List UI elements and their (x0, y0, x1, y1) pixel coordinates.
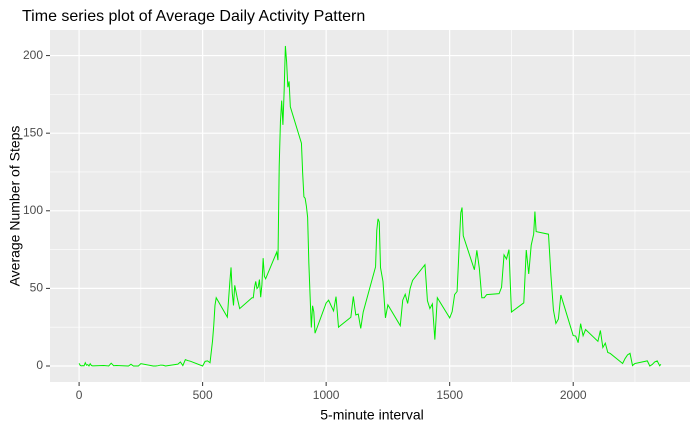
x-tick-label: 0 (76, 388, 83, 402)
x-tick-label: 2000 (560, 388, 587, 402)
y-tick-label: 100 (23, 203, 43, 217)
chart-title: Time series plot of Average Daily Activi… (22, 8, 365, 25)
data-line (78, 45, 662, 367)
x-tick-label: 1000 (313, 388, 340, 402)
plot-panel (50, 30, 690, 382)
x-tick-label: 500 (193, 388, 213, 402)
x-axis-title: 5-minute interval (320, 407, 424, 423)
y-tick-label: 0 (36, 358, 43, 372)
y-tick-label: 50 (30, 281, 44, 295)
x-tick-label: 1500 (436, 388, 463, 402)
y-tick-label: 150 (23, 125, 43, 139)
y-axis-title: Average Number of Steps (7, 126, 23, 287)
y-tick-label: 200 (23, 48, 43, 62)
